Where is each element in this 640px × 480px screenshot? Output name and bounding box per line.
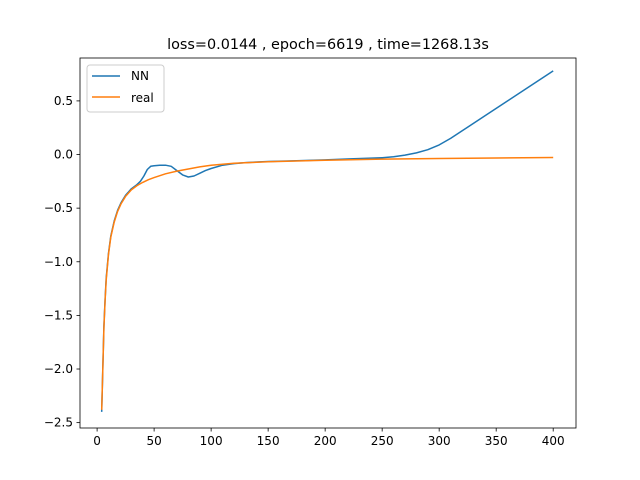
series-line-real (100, 156, 554, 410)
chart-title: loss=0.0144 , epoch=6619 , time=1268.13s (167, 37, 489, 53)
x-tick-label: 50 (146, 434, 161, 448)
legend-label-nn: NN (131, 69, 149, 83)
x-tick-label: 300 (428, 434, 451, 448)
y-tick-label: 0.5 (54, 94, 73, 108)
plot-lines (100, 70, 554, 412)
y-tick-label: −2.5 (44, 416, 73, 430)
x-tick-label: 200 (314, 434, 337, 448)
legend: NN real (86, 64, 165, 113)
axes-frame (79, 57, 577, 429)
x-tick-label: 400 (542, 434, 565, 448)
x-tick-label: 350 (485, 434, 508, 448)
y-tick-label: −1.5 (44, 308, 73, 322)
y-tick-label: −2.0 (44, 362, 73, 376)
y-tick-label: −1.0 (44, 255, 73, 269)
x-tick-label: 100 (200, 434, 223, 448)
x-tick-label: 150 (257, 434, 280, 448)
y-tick-label: 0.0 (54, 148, 73, 162)
legend-label-real: real (131, 91, 154, 105)
x-axis: 0 50 100 150 200 250 300 350 400 (93, 428, 565, 448)
x-tick-label: 250 (371, 434, 394, 448)
x-tick-label: 0 (93, 434, 101, 448)
series-line-nn (100, 70, 554, 412)
y-tick-label: −0.5 (44, 201, 73, 215)
y-axis: 0.5 0.0 −0.5 −1.0 −1.5 −2.0 −2.5 (44, 94, 80, 430)
